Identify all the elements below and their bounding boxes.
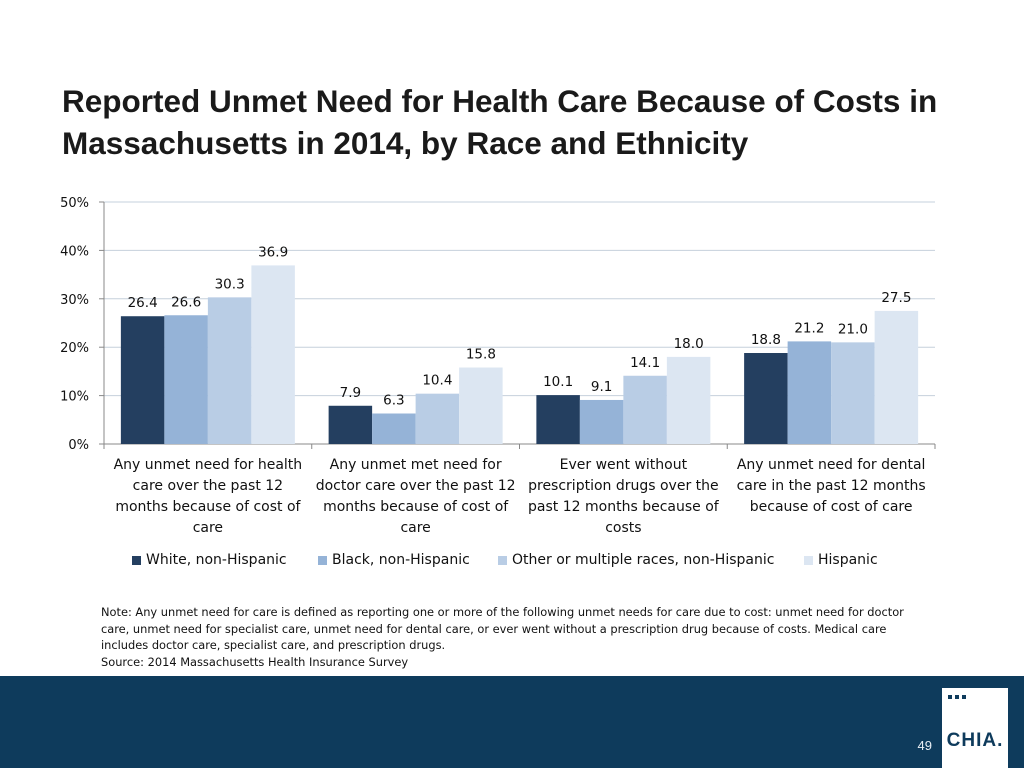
legend-label: White, non-Hispanic [146,552,287,568]
legend-swatch [498,555,507,565]
bar [415,393,460,444]
legend-item: Other or multiple races, non-Hispanic [498,552,774,568]
logo-text: CHIA. [946,730,1004,751]
bar [666,356,711,444]
legend-label: Other or multiple races, non-Hispanic [512,552,775,568]
x-category-label: Ever went without prescription drugs ove… [528,457,719,536]
bar [874,310,919,444]
bar [372,413,416,444]
data-label: 30.3 [215,276,245,292]
chia-logo: CHIA. [942,688,1008,768]
bar [536,395,580,444]
legend-swatch [132,555,141,565]
legend-swatch [318,555,327,565]
data-label: 15.8 [466,347,496,363]
legend-label: Hispanic [818,552,878,568]
data-label: 10.1 [543,374,573,390]
bar [251,265,295,444]
data-label: 10.4 [422,373,452,389]
data-label: 36.9 [258,244,288,260]
data-label: 21.0 [838,321,868,337]
bar [623,375,667,444]
legend-label: Black, non-Hispanic [332,552,470,568]
footnote-text: Note: Any unmet need for care is defined… [101,605,904,652]
data-label: 21.2 [794,320,824,336]
slide-title: Reported Unmet Need for Health Care Beca… [62,83,938,161]
bar [164,315,208,444]
y-tick-label: 10% [60,390,89,405]
bar [579,399,624,444]
y-tick-label: 0% [68,438,89,453]
legend: White, non-Hispanic Black, non-Hispanic Ot… [0,552,1024,572]
legend-item: Black, non-Hispanic [318,552,470,568]
data-label: 18.0 [674,336,704,352]
x-category-label: Any unmet met need for doctor care over … [315,457,516,536]
data-label: 26.6 [171,294,201,310]
data-label: 14.1 [630,355,660,371]
bar [459,367,503,444]
note-block: Note: Any unmet need for care is defined… [101,604,931,670]
bar [328,405,373,444]
bar [831,342,875,444]
source-text: Source: 2014 Massachusetts Health Insura… [101,654,409,669]
legend-swatch [804,555,813,565]
logo-dots-icon [948,695,966,699]
y-tick-label: 20% [60,341,89,356]
bar [744,353,788,444]
page-number: 49 [917,738,932,753]
legend-item: Hispanic [804,552,878,568]
bar [207,297,252,444]
bar [120,316,165,444]
x-category-label: Any unmet need for dental care in the pa… [736,457,926,515]
data-label: 6.3 [383,393,404,409]
data-label: 9.1 [591,379,612,395]
x-category-label: Any unmet need for health care over the … [113,457,303,536]
data-label: 27.5 [881,290,911,306]
bar [787,341,832,444]
legend-item: White, non-Hispanic [132,552,287,568]
bar-chart: 0% 10% 20% 30% 40% 50% 26.4 7.9 10.1 18.8 26.6 6.3 9… [60,196,936,453]
data-label: 18.8 [751,332,781,348]
y-tick-label: 30% [60,293,89,308]
data-label: 26.4 [128,295,158,311]
footer-bar [0,676,1024,768]
y-tick-label: 40% [60,244,89,259]
y-tick-label: 50% [60,196,89,211]
data-label: 7.9 [340,385,361,401]
